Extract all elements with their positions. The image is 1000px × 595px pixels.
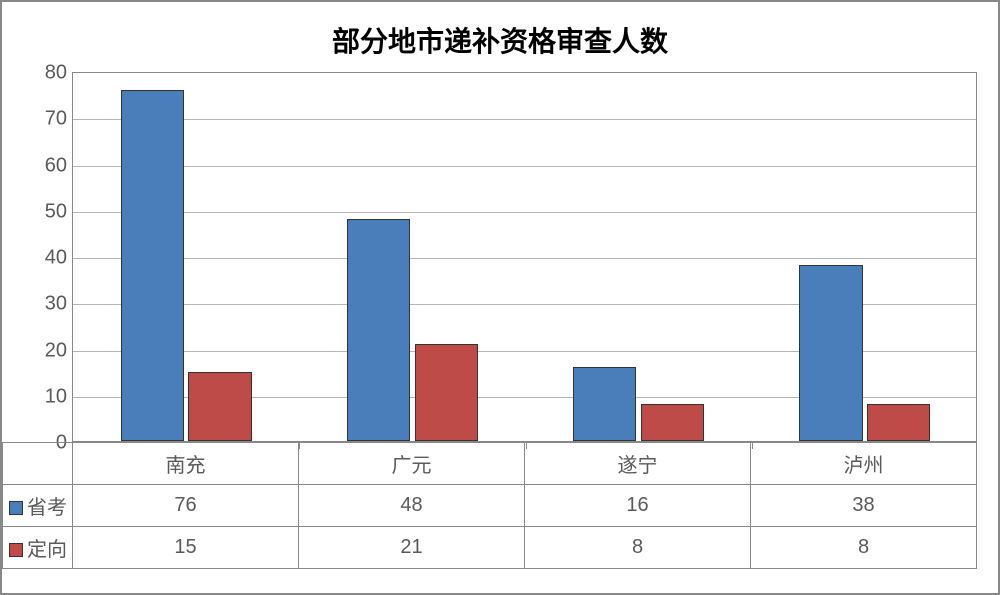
y-tick-label: 40	[45, 247, 73, 270]
y-tick-label: 70	[45, 108, 73, 131]
data-cell: 21	[299, 527, 525, 569]
category-label: 遂宁	[525, 443, 751, 485]
series-label-定向: 定向	[3, 527, 73, 569]
legend-swatch-icon	[9, 543, 23, 557]
gridline	[73, 258, 976, 259]
data-cell: 38	[751, 485, 977, 527]
plot-area: 01020304050607080	[72, 72, 977, 442]
category-label: 广元	[299, 443, 525, 485]
category-label: 泸州	[751, 443, 977, 485]
data-cell: 15	[73, 527, 299, 569]
bar-省考-遂宁	[573, 367, 636, 441]
chart-container: 部分地市递补资格审查人数 01020304050607080 南充广元遂宁泸州省…	[0, 0, 1000, 595]
bar-定向-广元	[415, 344, 478, 441]
gridline	[73, 166, 976, 167]
gridline	[73, 212, 976, 213]
y-tick-label: 80	[45, 62, 73, 85]
bar-省考-泸州	[799, 265, 862, 441]
table-corner	[3, 443, 73, 485]
y-tick-label: 20	[45, 339, 73, 362]
series-name: 省考	[27, 497, 67, 519]
bar-定向-泸州	[867, 404, 930, 441]
bar-定向-南充	[188, 372, 251, 441]
data-cell: 48	[299, 485, 525, 527]
data-cell: 8	[525, 527, 751, 569]
data-cell: 8	[751, 527, 977, 569]
y-tick-label: 60	[45, 154, 73, 177]
y-tick-label: 50	[45, 200, 73, 223]
y-tick-label: 10	[45, 385, 73, 408]
series-name: 定向	[27, 539, 67, 561]
bar-省考-广元	[347, 219, 410, 441]
bar-省考-南充	[121, 90, 184, 442]
gridline	[73, 119, 976, 120]
y-tick-label: 30	[45, 293, 73, 316]
data-cell: 16	[525, 485, 751, 527]
bar-定向-遂宁	[641, 404, 704, 441]
data-cell: 76	[73, 485, 299, 527]
data-table: 南充广元遂宁泸州省考76481638定向152188	[2, 442, 977, 569]
series-label-省考: 省考	[3, 485, 73, 527]
chart-title: 部分地市递补资格审查人数	[2, 2, 998, 60]
category-label: 南充	[73, 443, 299, 485]
legend-swatch-icon	[9, 501, 23, 515]
